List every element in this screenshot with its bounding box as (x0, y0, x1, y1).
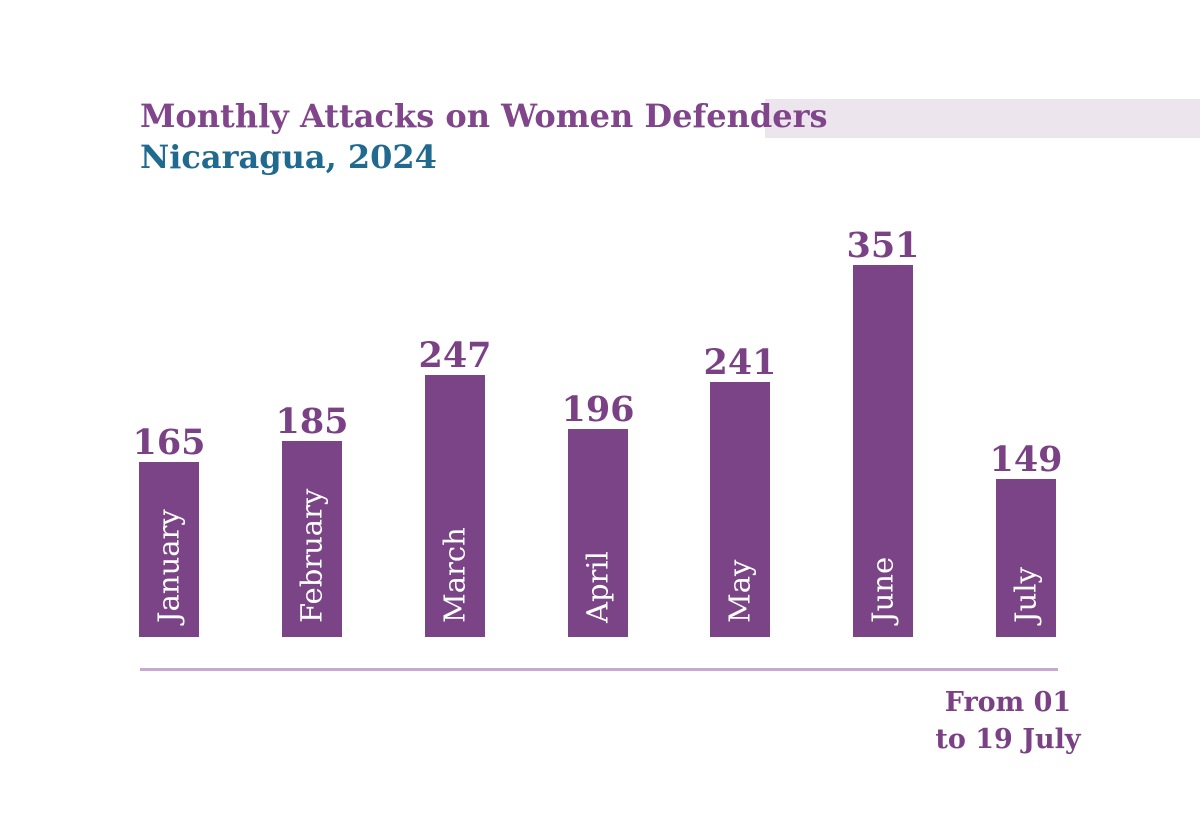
bar-value-label: 185 (275, 401, 349, 442)
bar: March (425, 375, 485, 637)
bar: July (996, 479, 1056, 637)
bar-value-label: 196 (561, 389, 635, 430)
bar-group-april: 196 April (561, 392, 635, 637)
bar-month-label: April (580, 551, 615, 623)
chart-subtitle: Nicaragua, 2024 (140, 138, 437, 176)
bar-value-label: 351 (846, 225, 920, 266)
bar-value-label: 241 (703, 342, 777, 383)
bar: May (710, 382, 770, 637)
footnote-annotation: From 01 to 19 July (908, 684, 1108, 758)
bar-month-label: July (1008, 567, 1043, 623)
chart-title-block: Monthly Attacks on Women Defenders Nicar… (140, 96, 828, 178)
bar-group-july: 149 July (989, 442, 1063, 637)
bar: April (568, 429, 628, 637)
header-accent-band (765, 99, 1200, 138)
bar-value-label: 165 (132, 422, 206, 463)
bar-value-label: 149 (989, 439, 1063, 480)
bar-month-label: March (437, 527, 472, 623)
x-axis-baseline (140, 668, 1058, 671)
bar-group-may: 241 May (703, 345, 777, 637)
footnote-line-2: to 19 July (935, 724, 1081, 755)
footnote-line-1: From 01 (944, 687, 1072, 718)
bar-value-label: 247 (418, 335, 492, 376)
bar-group-february: 185 February (275, 404, 349, 637)
bar-month-label: June (865, 556, 900, 623)
bar: June (853, 265, 913, 637)
bar-month-label: January (151, 509, 186, 623)
bar-month-label: February (294, 488, 329, 623)
bar-month-label: May (722, 559, 757, 623)
chart-title: Monthly Attacks on Women Defenders (140, 97, 828, 135)
bar-group-march: 247 March (418, 338, 492, 637)
bar: February (282, 441, 342, 637)
bar-group-june: 351 June (846, 228, 920, 637)
bar: January (139, 462, 199, 637)
bar-group-january: 165 January (132, 425, 206, 637)
